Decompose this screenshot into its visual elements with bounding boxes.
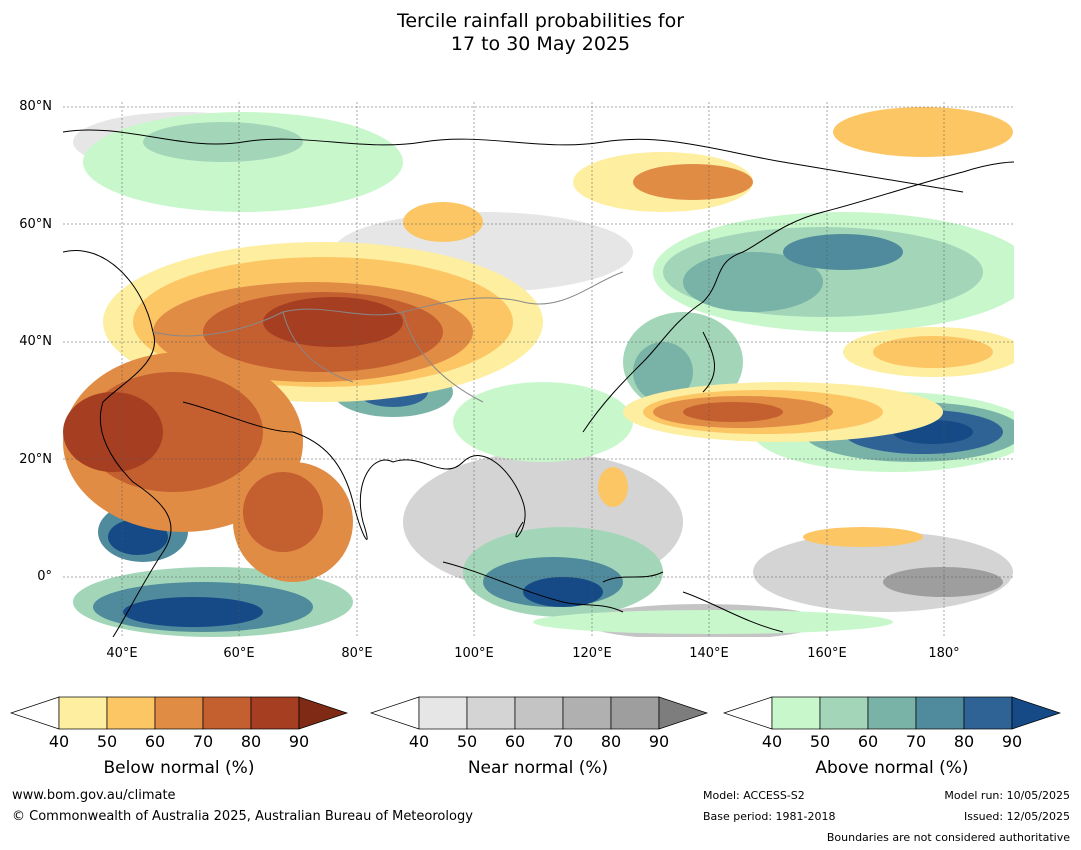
colorbar-above-title: Above normal (%): [815, 758, 969, 778]
lon-label-40e: 40°E: [106, 646, 138, 661]
colorbar-swatch: [58, 696, 108, 730]
colorbar-swatch: [963, 696, 1013, 730]
colorbar-above-normal: [722, 696, 1063, 734]
rainfall-probability-map: [63, 102, 1014, 637]
tick: 50: [456, 732, 478, 751]
colorbar-below-normal-swatches: [9, 696, 349, 730]
base-period-text: Base period: 1981-2018: [703, 810, 836, 823]
colorbar-near-normal: [369, 696, 710, 734]
colorbar-above-normal-swatches: [722, 696, 1062, 730]
model-run-text: Model run: 10/05/2025: [944, 789, 1070, 802]
lon-label-140e: 140°E: [689, 646, 729, 661]
colorbar-max-extend: [298, 696, 349, 730]
tick: 80: [953, 732, 975, 751]
colorbar-swatch: [867, 696, 917, 730]
model-text: Model: ACCESS-S2: [703, 789, 805, 802]
colorbar-swatch: [771, 696, 821, 730]
tick: 90: [1001, 732, 1023, 751]
lat-label-60n: 60°N: [19, 217, 52, 232]
tick: 70: [552, 732, 574, 751]
colorbar-min-extend: [9, 696, 60, 730]
tick: 80: [240, 732, 262, 751]
colorbar-min-extend: [369, 696, 420, 730]
tick: 90: [288, 732, 310, 751]
tick: 60: [144, 732, 166, 751]
colorbar-swatch: [466, 696, 516, 730]
colorbar-near-title: Near normal (%): [467, 758, 609, 778]
colorbar-min-extend: [722, 696, 773, 730]
colorbar-near-normal-swatches: [369, 696, 709, 730]
lon-label-100e: 100°E: [454, 646, 494, 661]
colorbar-swatch: [106, 696, 156, 730]
lon-label-160e: 160°E: [807, 646, 847, 661]
tick: 60: [857, 732, 879, 751]
lat-label-20n: 20°N: [19, 452, 52, 467]
tick: 40: [761, 732, 783, 751]
issued-text: Issued: 12/05/2025: [963, 810, 1070, 823]
colorbar-max-extend: [658, 696, 709, 730]
title-line-1: Tercile rainfall probabilities for: [396, 10, 685, 32]
colorbar-swatch: [202, 696, 252, 730]
title-line-2: 17 to 30 May 2025: [450, 33, 631, 55]
colorbar-max-extend: [1011, 696, 1062, 730]
copyright-text: © Commonwealth of Australia 2025, Austra…: [12, 809, 473, 824]
colorbar-swatch: [562, 696, 612, 730]
tick: 50: [96, 732, 118, 751]
tick: 70: [192, 732, 214, 751]
lon-label-60e: 60°E: [223, 646, 255, 661]
tick: 40: [48, 732, 70, 751]
lat-label-40n: 40°N: [19, 334, 52, 349]
colorbar-swatch: [250, 696, 300, 730]
lon-label-120e: 120°E: [572, 646, 612, 661]
lat-label-80n: 80°N: [19, 99, 52, 114]
tick: 50: [809, 732, 831, 751]
disclaimer-text: Boundaries are not considered authoritat…: [826, 831, 1070, 844]
lat-label-0: 0°: [37, 569, 52, 584]
tick: 90: [648, 732, 670, 751]
map-canvas: [63, 102, 1014, 637]
lon-label-180: 180°: [928, 646, 960, 661]
colorbar-swatch: [154, 696, 204, 730]
colorbar-below-normal: [9, 696, 350, 734]
map-title: Tercile rainfall probabilities for 17 to…: [0, 10, 1081, 56]
tick: 60: [504, 732, 526, 751]
colorbar-swatch: [915, 696, 965, 730]
colorbar-below-title: Below normal (%): [103, 758, 255, 778]
tick: 40: [408, 732, 430, 751]
colorbar-swatch: [610, 696, 660, 730]
colorbar-swatch: [514, 696, 564, 730]
tick: 80: [600, 732, 622, 751]
website-link[interactable]: www.bom.gov.au/climate: [12, 788, 176, 803]
tick: 70: [905, 732, 927, 751]
colorbar-swatch: [819, 696, 869, 730]
lon-label-80e: 80°E: [341, 646, 373, 661]
colorbar-swatch: [418, 696, 468, 730]
